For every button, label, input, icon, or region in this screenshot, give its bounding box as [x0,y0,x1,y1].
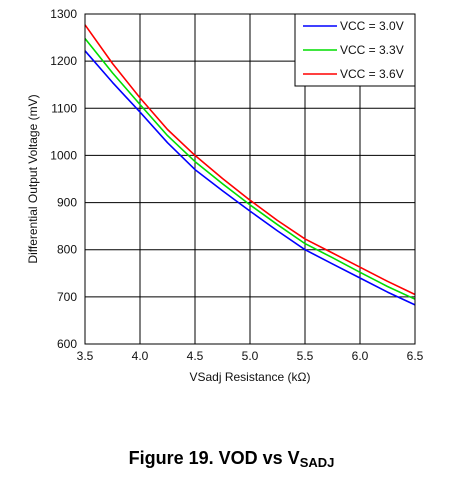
y-tick-label: 800 [57,243,77,257]
y-tick-label: 1000 [50,148,77,162]
chart: 3.5 4.0 4.5 5.0 5.5 6.0 6.5 600 700 800 900 1000 11… [26,7,424,384]
plot-frame [84,13,416,345]
series-line-3 [84,24,416,296]
y-tick-label: 600 [57,337,77,351]
x-tick-label: 6.5 [407,349,424,363]
series-lines [84,24,416,306]
y-tick-labels: 600 700 800 900 1000 1100 1200 1300 [50,7,77,351]
y-tick-label: 1200 [50,54,77,68]
x-tick-label: 3.5 [77,349,94,363]
x-tick-label: 5.0 [242,349,259,363]
x-tick-label: 5.5 [297,349,314,363]
x-axis-label: VSadj Resistance (kΩ) [189,370,310,384]
caption-subscript: SADJ [299,455,335,470]
y-tick-label: 1100 [51,101,77,115]
x-tick-label: 4.5 [187,349,204,363]
legend: VCC = 3.0V VCC = 3.3V VCC = 3.6V [294,13,416,87]
y-tick-label: 700 [57,290,77,304]
series-line-2 [84,38,416,300]
legend-label-2: VCC = 3.3V [340,43,404,57]
legend-label-1: VCC = 3.0V [340,19,404,33]
x-tick-label: 4.0 [132,349,149,363]
y-tick-label: 900 [57,196,77,210]
series-line-1 [84,50,416,306]
x-tick-labels: 3.5 4.0 4.5 5.0 5.5 6.0 6.5 [77,349,424,363]
y-axis-label: Differential Output Voltage (mV) [26,94,40,263]
figure-caption: Figure 19. VOD vs VSADJ [0,448,463,470]
caption-main: Figure 19. VOD vs V [128,448,300,468]
legend-label-3: VCC = 3.6V [340,67,404,81]
y-tick-label: 1300 [50,7,77,21]
x-tick-label: 6.0 [352,349,369,363]
